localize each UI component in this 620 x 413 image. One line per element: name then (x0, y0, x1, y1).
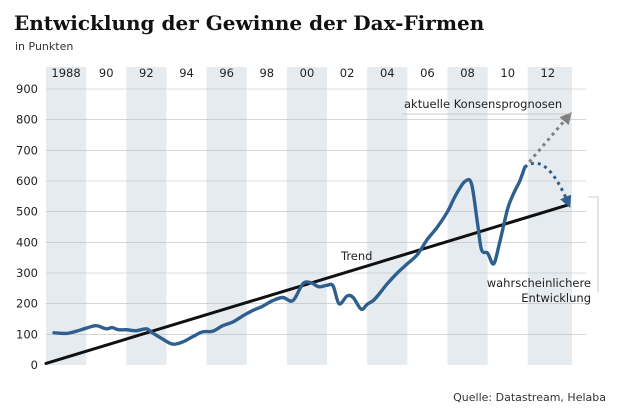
chart-subtitle: in Punkten (15, 40, 73, 53)
x-tick-94: 94 (179, 66, 194, 80)
x-tick-02: 02 (340, 66, 355, 80)
y-tick-700: 700 (16, 143, 38, 157)
likely-development-bracket (588, 196, 599, 292)
x-tick-10: 10 (500, 66, 515, 80)
year-band-4 (367, 67, 408, 365)
year-band-0 (46, 67, 87, 365)
x-tick-08: 08 (460, 66, 475, 80)
y-tick-200: 200 (16, 297, 38, 311)
gridlines (46, 88, 586, 335)
x-tick-12: 12 (541, 66, 556, 80)
y-tick-300: 300 (16, 266, 38, 280)
y-tick-900: 900 (16, 82, 38, 96)
year-band-1 (126, 67, 167, 365)
y-tick-100: 100 (16, 327, 38, 341)
x-tick-96: 96 (219, 66, 234, 80)
profit-series-group (52, 165, 527, 346)
x-tick-1988: 1988 (51, 66, 80, 80)
y-tick-500: 500 (16, 205, 38, 219)
year-band-2 (206, 67, 247, 365)
chart-title: Entwicklung der Gewinne der Dax-Firmen (14, 11, 485, 35)
trend-line (44, 203, 570, 365)
x-axis-tick-labels: 1988 90 92 94 96 98 00 02 04 06 08 10 12 (51, 66, 555, 80)
x-tick-04: 04 (380, 66, 395, 80)
year-band-3 (286, 67, 328, 365)
likely-development-arrow (523, 161, 572, 208)
y-tick-400: 400 (16, 235, 38, 249)
x-tick-06: 06 (420, 66, 435, 80)
year-bands (46, 67, 572, 365)
source-note: Quelle: Datastream, Helaba (453, 391, 606, 404)
y-tick-0: 0 (31, 358, 38, 372)
profit-line (52, 165, 527, 346)
year-band-5 (447, 67, 488, 365)
projection-group (402, 112, 599, 292)
x-tick-90: 90 (99, 66, 114, 80)
likely-development-label-line1: wahrscheinlichere (487, 276, 591, 290)
trend-line-group (44, 203, 570, 365)
y-tick-600: 600 (16, 174, 38, 188)
x-tick-98: 98 (259, 66, 274, 80)
consensus-label: aktuelle Konsensprognosen (404, 97, 562, 111)
y-tick-800: 800 (16, 113, 38, 127)
y-axis-tick-labels: 0 100 200 300 400 500 600 700 800 900 (16, 82, 38, 372)
x-tick-92: 92 (139, 66, 154, 80)
trend-label: Trend (340, 249, 372, 263)
likely-development-label-line2: Entwicklung (521, 291, 591, 305)
x-tick-00: 00 (300, 66, 315, 80)
